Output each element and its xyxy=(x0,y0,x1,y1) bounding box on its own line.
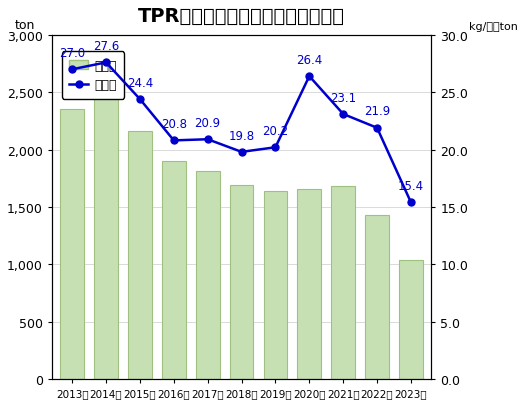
Bar xyxy=(60,110,84,379)
Text: 24.4: 24.4 xyxy=(127,77,153,90)
Bar xyxy=(94,95,118,379)
Text: 27.6: 27.6 xyxy=(93,40,119,53)
Bar xyxy=(263,192,287,379)
Text: 26.4: 26.4 xyxy=(296,54,323,67)
Text: 20.8: 20.8 xyxy=(161,118,187,131)
Bar xyxy=(128,132,152,379)
Text: 20.2: 20.2 xyxy=(262,125,288,138)
Bar xyxy=(230,185,253,379)
Text: 27.0: 27.0 xyxy=(59,47,85,60)
Text: 15.4: 15.4 xyxy=(398,179,424,192)
Text: kg/溶解ton: kg/溶解ton xyxy=(469,22,518,32)
Title: TPR工業の埋立ゴミ量と原単位推移: TPR工業の埋立ゴミ量と原単位推移 xyxy=(138,7,345,26)
Text: 20.9: 20.9 xyxy=(195,117,221,130)
Bar xyxy=(297,189,321,379)
Text: 21.9: 21.9 xyxy=(364,105,390,118)
Text: 23.1: 23.1 xyxy=(330,92,356,104)
Text: 19.8: 19.8 xyxy=(229,129,254,142)
Legend: 絶対量, 原単位: 絶対量, 原単位 xyxy=(62,52,125,99)
Bar xyxy=(332,187,355,379)
Bar xyxy=(196,172,220,379)
Bar xyxy=(365,215,389,379)
Bar xyxy=(399,260,423,379)
Bar xyxy=(162,162,186,379)
Text: ton: ton xyxy=(15,19,35,32)
